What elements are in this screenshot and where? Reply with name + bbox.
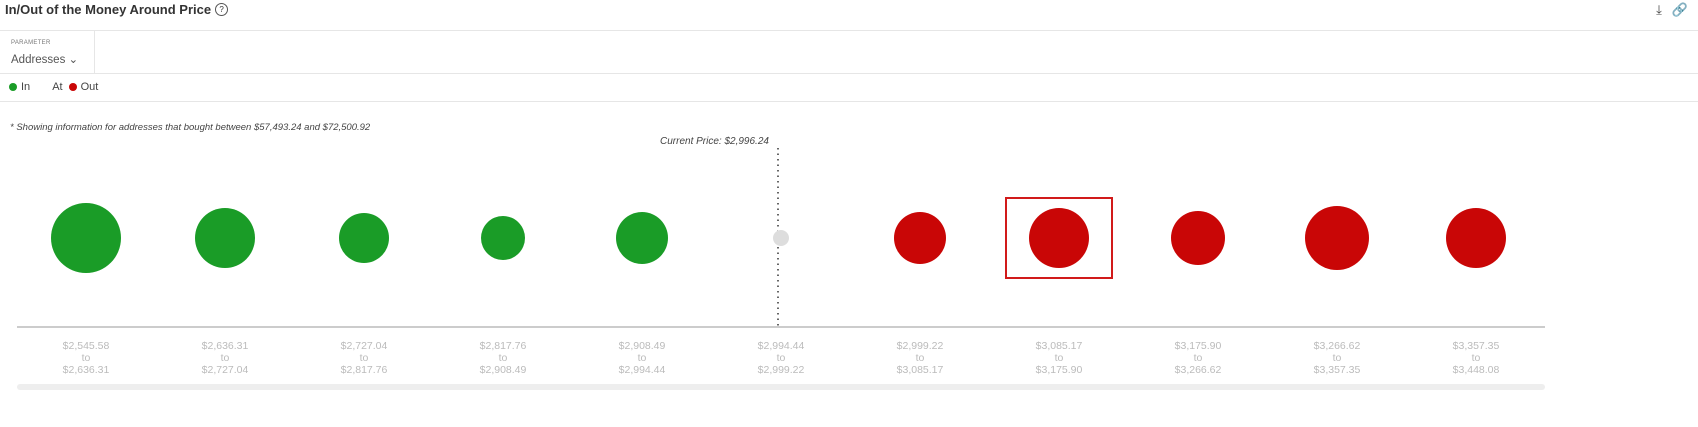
- bubble-out: [1171, 211, 1225, 265]
- x-tick-label: $2,999.22: [758, 364, 805, 376]
- bubble-out: [1446, 208, 1506, 268]
- x-tick-label: $2,545.58: [63, 340, 110, 352]
- x-tick-label: to: [777, 352, 786, 364]
- bubble-in: [339, 213, 389, 263]
- x-tick-label: $3,175.90: [1175, 340, 1222, 352]
- x-tick-label: to: [1472, 352, 1481, 364]
- x-tick-label: $3,266.62: [1314, 340, 1361, 352]
- title-text: In/Out of the Money Around Price: [5, 2, 212, 17]
- x-tick-label: $2,994.44: [758, 340, 805, 352]
- question-circle-icon[interactable]: ?: [215, 3, 229, 16]
- x-tick-label: $3,085.17: [1036, 340, 1083, 352]
- link-icon[interactable]: 🔗: [1671, 2, 1688, 17]
- bubble-at: [773, 230, 789, 246]
- x-tick-label: $3,357.35: [1314, 364, 1361, 376]
- x-tick-label: to: [82, 352, 91, 364]
- x-tick-label: $3,266.62: [1175, 364, 1222, 376]
- x-tick-label: $2,817.76: [480, 340, 527, 352]
- parameter-value: Addresses: [11, 54, 66, 66]
- x-tick-label: to: [499, 352, 508, 364]
- widget-title: In/Out of the Money Around Price?: [5, 2, 229, 17]
- parameter-label: PARAMETER: [11, 40, 51, 46]
- x-tick-label: $2,908.49: [480, 364, 527, 376]
- legend-in[interactable]: In: [21, 81, 31, 93]
- bubble-in: [481, 216, 525, 260]
- x-tick-label: $2,636.31: [63, 364, 110, 376]
- x-tick-label: to: [1055, 352, 1064, 364]
- x-tick-label: $2,636.31: [202, 340, 249, 352]
- x-tick-label: $2,999.22: [897, 340, 944, 352]
- x-tick-label: $2,908.49: [619, 340, 666, 352]
- bubble-out: [1305, 206, 1369, 270]
- x-tick-label: to: [221, 352, 230, 364]
- chevron-down-icon: ⌄: [68, 54, 79, 66]
- bubble-in: [51, 203, 121, 273]
- x-tick-label: $3,357.35: [1453, 340, 1500, 352]
- x-tick-label: $2,817.76: [341, 364, 388, 376]
- bubble-out: [894, 212, 946, 264]
- horizontal-scrollbar[interactable]: [17, 384, 1545, 390]
- x-tick-label: $2,727.04: [341, 340, 388, 352]
- current-price-label: Current Price: $2,996.24: [660, 136, 769, 147]
- legend-out-dot: [68, 83, 77, 91]
- parameter-select[interactable]: PARAMETER Addresses ⌄: [0, 31, 95, 73]
- legend-out[interactable]: Out: [80, 81, 99, 93]
- bubble-in: [195, 208, 255, 268]
- bubble-out: [1029, 208, 1089, 268]
- download-icon[interactable]: ⤓: [1656, 2, 1662, 17]
- x-tick-label: $2,994.44: [619, 364, 666, 376]
- x-tick-label: $3,085.17: [897, 364, 944, 376]
- info-note: * Showing information for addresses that…: [10, 122, 371, 133]
- x-tick-label: to: [916, 352, 925, 364]
- bubble-in: [616, 212, 668, 264]
- legend-at[interactable]: At: [52, 81, 63, 93]
- x-tick-label: to: [638, 352, 647, 364]
- x-tick-label: to: [360, 352, 369, 364]
- legend-in-dot: [9, 83, 17, 91]
- x-tick-label: $2,727.04: [202, 364, 249, 376]
- legend: In At Out: [9, 81, 98, 93]
- x-tick-label: $3,175.90: [1036, 364, 1083, 376]
- x-tick-label: $3,448.08: [1453, 364, 1500, 376]
- highlight-box: [1005, 197, 1113, 279]
- x-tick-label: to: [1194, 352, 1203, 364]
- x-tick-label: to: [1333, 352, 1342, 364]
